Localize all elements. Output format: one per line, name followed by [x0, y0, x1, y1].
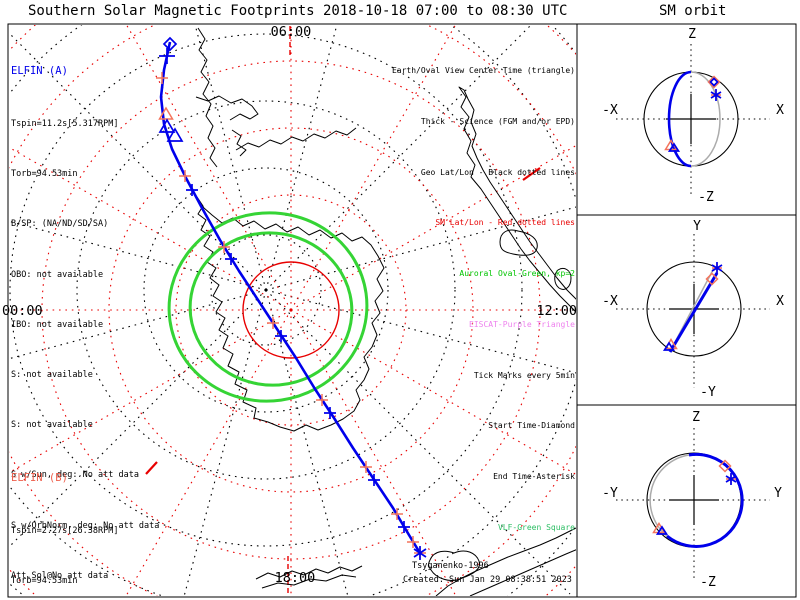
sm-orbit-panel-yz: [616, 428, 770, 578]
elfin-b-line: Torb=94.53min: [11, 576, 78, 587]
australia-coast: [435, 527, 576, 596]
start-diamond: [718, 459, 732, 473]
legend-item: End Time-Asterisk: [493, 472, 575, 481]
start-diamond: [162, 36, 178, 52]
legend-item: Auroral Oval-Green, kp=2: [459, 269, 575, 278]
elfin-a-line: S w/Sun, deg: No att data: [11, 470, 139, 481]
elfin-a-line: Tspin=11.2s[5.317RPM]: [11, 119, 119, 129]
legend-item: Start Time-Diamond: [488, 421, 575, 431]
elfin-b-science-segments: [145, 167, 541, 475]
elfin-a-line: Torb=94.53min: [11, 169, 78, 180]
clock-label-1800: 18:00: [274, 570, 316, 586]
clock-label-0600: 06:00: [270, 24, 312, 40]
legend-item: SM Lat/Lon - Red dotted lines: [435, 218, 575, 228]
map-legend: Earth/Oval View Center Time (triangle) T…: [195, 27, 575, 573]
elfin-a-line: OBO: not available: [11, 269, 104, 280]
axis-label: X: [776, 103, 784, 118]
southamerica-tip-coast: [197, 27, 218, 168]
axis-label: -Y: [700, 385, 716, 400]
elfin-b-title: ELFIN (B): [11, 472, 68, 484]
field-model-label: Tsyganenko-1996: [412, 561, 489, 571]
elfin-a-line: B/SP: (NA/ND/SD/SA): [11, 219, 109, 230]
axis-label: X: [776, 294, 784, 309]
auroral-oval: [167, 211, 369, 403]
oval-view-time-triangles: [158, 106, 184, 142]
end-asterisk: [413, 546, 427, 560]
sm-lat-circle: [242, 261, 340, 359]
elfin-b-info: ELFIN (B) Tspin=2.27s[26.38RPM] Torb=94.…: [11, 434, 159, 600]
sm-orbit-panel-xz: [616, 44, 770, 196]
created-timestamp: Created: Sun Jan 29 08:38:51 2023: [403, 575, 572, 585]
legend-item: Earth/Oval View Center Time (triangle): [391, 66, 575, 75]
geo-grid: [9, 25, 576, 596]
end-asterisk: [711, 262, 723, 274]
coastlines: [195, 27, 576, 596]
end-asterisk: [725, 473, 737, 485]
sm-orbit-title: SM orbit: [659, 3, 727, 19]
axis-label: Y: [693, 219, 701, 234]
legend-item: Thick - Science (FGM and/or EPD): [420, 116, 575, 126]
elfin-a-info: ELFIN (A) Tspin=11.2s[5.317RPM] Torb=94.…: [11, 27, 159, 600]
start-diamond: [707, 75, 721, 89]
axis-label: Y: [774, 486, 782, 501]
island: [499, 229, 538, 256]
sm-grid: [9, 25, 576, 596]
southamerica-coast: [458, 86, 576, 313]
elfin-a-title: ELFIN (A): [11, 65, 68, 77]
elfin-a-line: IBO: not available: [11, 319, 104, 330]
elfin-a-ticks: [159, 48, 410, 533]
legend-item: Tick Marks every 5min: [473, 370, 575, 380]
axis-label: Z: [688, 27, 696, 42]
legend-item: VLF-Green Square: [497, 522, 575, 532]
earth-circle: [646, 261, 742, 357]
page-title: Southern Solar Magnetic Footprints 2018-…: [28, 3, 568, 19]
end-asterisk: [710, 89, 722, 101]
frame-borders: [7, 23, 797, 598]
clock-label-0000: 00:00: [2, 303, 43, 319]
elfin-b-ticks: [156, 72, 419, 548]
antarctica-coast: [196, 196, 385, 432]
axis-label: -X: [602, 103, 618, 118]
elfin-footprint-track: [156, 36, 427, 560]
elfin-b-line: Tspin=2.27s[26.38RPM]: [11, 526, 119, 536]
axis-label: -Z: [700, 575, 716, 590]
start-diamond: [705, 272, 719, 286]
sm-orbit-panel-xy: [616, 234, 770, 388]
clock-label-1200: 12:00: [536, 303, 577, 319]
axis-label: Z: [692, 410, 700, 425]
legend-item: EISCAT-Purple Triangle: [469, 319, 575, 329]
elfin-a-line: S: not available: [11, 420, 93, 431]
legend-item: Geo Lat/Lon - Black dotted lines: [420, 167, 575, 177]
elfin-a-line: S w/OrbNorm, deg: No att data: [11, 520, 160, 531]
axis-label: -X: [602, 294, 618, 309]
elfin-a-line: S: not available: [11, 369, 93, 380]
axis-label: -Y: [602, 486, 618, 501]
island: [554, 267, 572, 290]
axis-label: -Z: [698, 190, 714, 205]
elfin-a-line: Att.Sol@No att data: [11, 570, 109, 581]
